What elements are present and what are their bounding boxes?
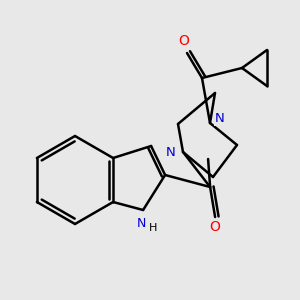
Text: O: O — [210, 220, 220, 234]
Text: N: N — [136, 217, 146, 230]
Text: O: O — [178, 34, 189, 48]
Text: N: N — [166, 146, 176, 158]
Text: H: H — [149, 223, 157, 233]
Text: N: N — [215, 112, 225, 124]
